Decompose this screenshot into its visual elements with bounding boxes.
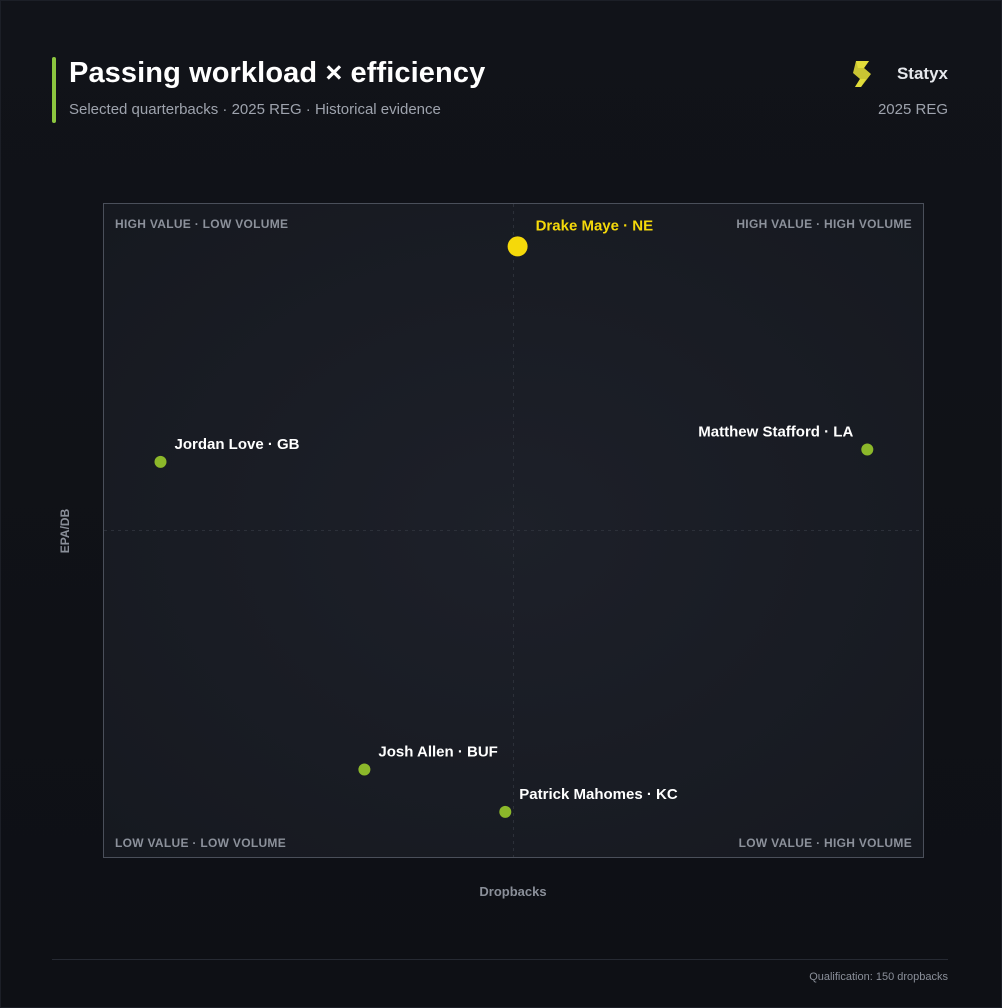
page-subtitle: Selected quarterbacks · 2025 REG · Histo… xyxy=(69,101,441,118)
point-label: Drake Maye · NE xyxy=(536,217,654,234)
scatter-point[interactable] xyxy=(154,455,167,468)
quadrant-label-top-right: HIGH VALUE · HIGH VOLUME xyxy=(736,217,912,231)
plot-area xyxy=(103,203,924,858)
brand-name: Statyx xyxy=(896,64,948,83)
point-label: Matthew Stafford · LA xyxy=(698,424,853,441)
quadrant-label-bottom-right: LOW VALUE · HIGH VOLUME xyxy=(739,836,912,850)
brand-season: 2025 REG xyxy=(877,101,948,118)
scatter-point[interactable] xyxy=(499,805,512,818)
statyx-logo-icon xyxy=(852,61,871,87)
quadrant-label-top-left: HIGH VALUE · LOW VOLUME xyxy=(115,217,288,231)
footer-divider xyxy=(52,959,948,960)
points-layer: Drake Maye · NE Matthew Stafford · LA Jord… xyxy=(154,217,874,818)
scatter-point[interactable] xyxy=(861,443,874,456)
point-label: Patrick Mahomes · KC xyxy=(519,786,678,803)
header: Passing workload × efficiency Selected q… xyxy=(52,57,948,123)
scatter-point[interactable] xyxy=(507,236,528,257)
x-axis-label: Dropbacks xyxy=(479,884,546,899)
quadrant-label-bottom-left: LOW VALUE · LOW VOLUME xyxy=(115,836,286,850)
title-accent-bar xyxy=(52,57,56,123)
footer-note: Qualification: 150 dropbacks xyxy=(809,971,948,983)
point-label: Josh Allen · BUF xyxy=(378,744,497,761)
brand: Statyx xyxy=(849,59,948,89)
page-title: Passing workload × efficiency xyxy=(69,57,486,89)
point-label: Jordan Love · GB xyxy=(175,436,300,453)
scatter-point[interactable] xyxy=(358,763,371,776)
y-axis-label: EPA/DB xyxy=(58,508,72,553)
